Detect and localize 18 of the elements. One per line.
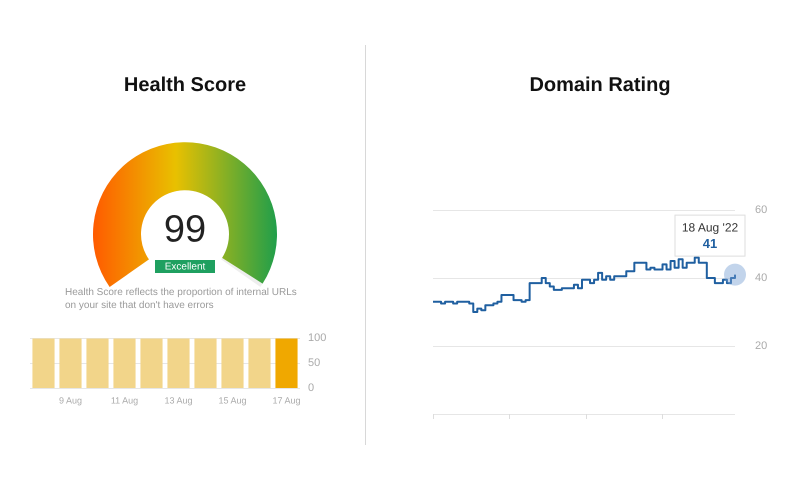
x-tick-label: 11 Aug [110, 396, 138, 406]
x-tick-label: 15 Aug [218, 396, 247, 406]
y-tick-label: 60 [755, 204, 768, 216]
annotation: 18 Aug '22 [682, 220, 738, 235]
text: Excellent [164, 262, 206, 272]
text: Health Score reflects the proportion of internal URLs on your site that don't have errors [65, 287, 300, 311]
x-tick-label: 17 Aug [272, 396, 301, 406]
y-tick-label: 100 [308, 332, 326, 344]
y-tick-label: 50 [308, 357, 320, 369]
text: Health Score [124, 74, 246, 96]
data-label: 41 [702, 236, 718, 252]
x-tick-label: 13 Aug [164, 396, 193, 406]
y-tick-label: 0 [308, 382, 314, 394]
x-tick-label: 9 Aug [58, 396, 82, 406]
y-tick-label: 20 [755, 340, 768, 352]
chart-title: Domain Rating [529, 74, 671, 96]
y-tick-label: 40 [755, 272, 768, 284]
data-label: 99 [164, 208, 206, 251]
